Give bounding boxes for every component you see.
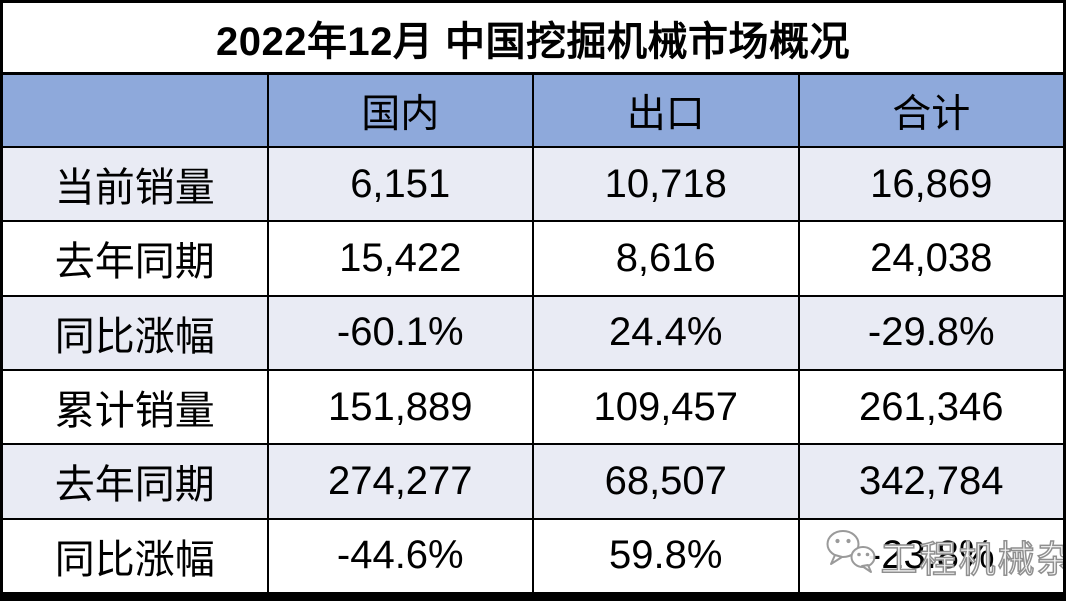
cell-value: -29.8% [867, 310, 995, 355]
cell-value: 24,038 [870, 235, 993, 280]
cell-value: -44.6% [269, 519, 534, 592]
header-cell-blank [3, 75, 269, 146]
cell-value: -60.1% [269, 296, 534, 369]
cell-value: 68,507 [534, 445, 800, 518]
row-label: 去年同期 [3, 222, 269, 295]
row-label: 同比涨幅 [3, 519, 269, 592]
row-current-sales: 当前销量 6,151 10,718 16,869 [3, 148, 1063, 223]
cell-value: 342,784 [858, 458, 1004, 503]
cell-value: 16,869 [870, 161, 993, 206]
row-yoy-change: 同比涨幅 -60.1% 24.4% -29.8% [3, 296, 1063, 371]
row-label: 去年同期 [3, 445, 269, 518]
cell-value: 261,346 [858, 384, 1004, 429]
row-label: 当前销量 [3, 148, 269, 221]
cell-value: 109,457 [534, 370, 800, 444]
row-cumulative-last-year: 去年同期 274,277 68,507 342,784 [3, 445, 1063, 520]
cell-value: 151,889 [269, 370, 534, 444]
cell-value: -23.8% [867, 533, 995, 578]
header-row: 国内 出口 合计 [3, 75, 1063, 148]
row-cumulative-sales: 累计销量 151,889 109,457 261,346 [3, 370, 1063, 446]
row-cumulative-yoy-change: 同比涨幅 -44.6% 59.8% -23.8% [3, 519, 1063, 592]
cell-value: 8,616 [534, 222, 800, 295]
cell-value: 15,422 [269, 222, 534, 295]
cell-value: 59.8% [534, 519, 800, 592]
row-label: 同比涨幅 [3, 296, 269, 369]
row-label: 累计销量 [3, 370, 269, 444]
header-cell-domestic: 国内 [269, 75, 534, 146]
cell-value-watermarked: -23.8% [800, 520, 1063, 592]
header-cell-export: 出口 [534, 75, 800, 146]
cell-value: 274,277 [269, 445, 534, 518]
cell-value: 10,718 [534, 148, 800, 221]
table-title: 2022年12月 中国挖掘机械市场概况 [3, 3, 1063, 75]
cell-value: 6,151 [269, 148, 534, 221]
header-cell-total: 合计 [892, 92, 971, 136]
cell-value: 24.4% [534, 296, 800, 369]
row-last-year-same-period: 去年同期 15,422 8,616 24,038 [3, 222, 1063, 297]
